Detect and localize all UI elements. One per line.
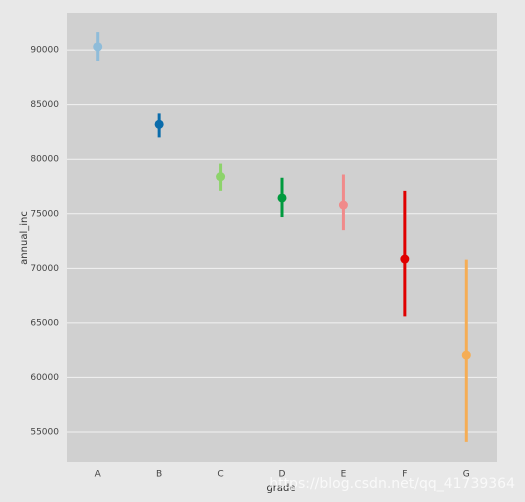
y-tick-label: 65000 [30, 318, 59, 328]
plot-area [67, 13, 497, 462]
point [154, 119, 164, 129]
y-tick-label: 90000 [30, 46, 59, 56]
y-tick-label: 80000 [30, 155, 59, 165]
point [400, 254, 410, 264]
point [216, 172, 226, 182]
x-tick-label: G [463, 470, 470, 480]
point [93, 42, 103, 52]
y-tick-label: 55000 [30, 427, 59, 437]
x-tick-label: C [217, 470, 223, 480]
y-tick-label: 85000 [30, 100, 59, 110]
point [461, 350, 471, 360]
y-tick-label: 75000 [30, 209, 59, 219]
grid: 55000 60000 65000 70000 75000 80000 85000 90000 [30, 46, 497, 437]
x-tick-label: B [156, 470, 162, 480]
point [338, 200, 348, 210]
y-axis-label: annual_inc [19, 211, 30, 265]
x-tick-label: F [402, 470, 407, 480]
watermark: https://blog.csdn.net/qq_41739364 [269, 476, 515, 492]
point [277, 193, 287, 203]
x-tick-label: A [95, 470, 102, 480]
x-axis-label: grade [266, 483, 295, 494]
x-tick-label: D [279, 470, 286, 480]
y-tick-label: 70000 [30, 264, 59, 274]
y-tick-label: 60000 [30, 373, 59, 383]
x-tick-label: E [341, 470, 347, 480]
marks: A B C D E F G [93, 32, 471, 480]
